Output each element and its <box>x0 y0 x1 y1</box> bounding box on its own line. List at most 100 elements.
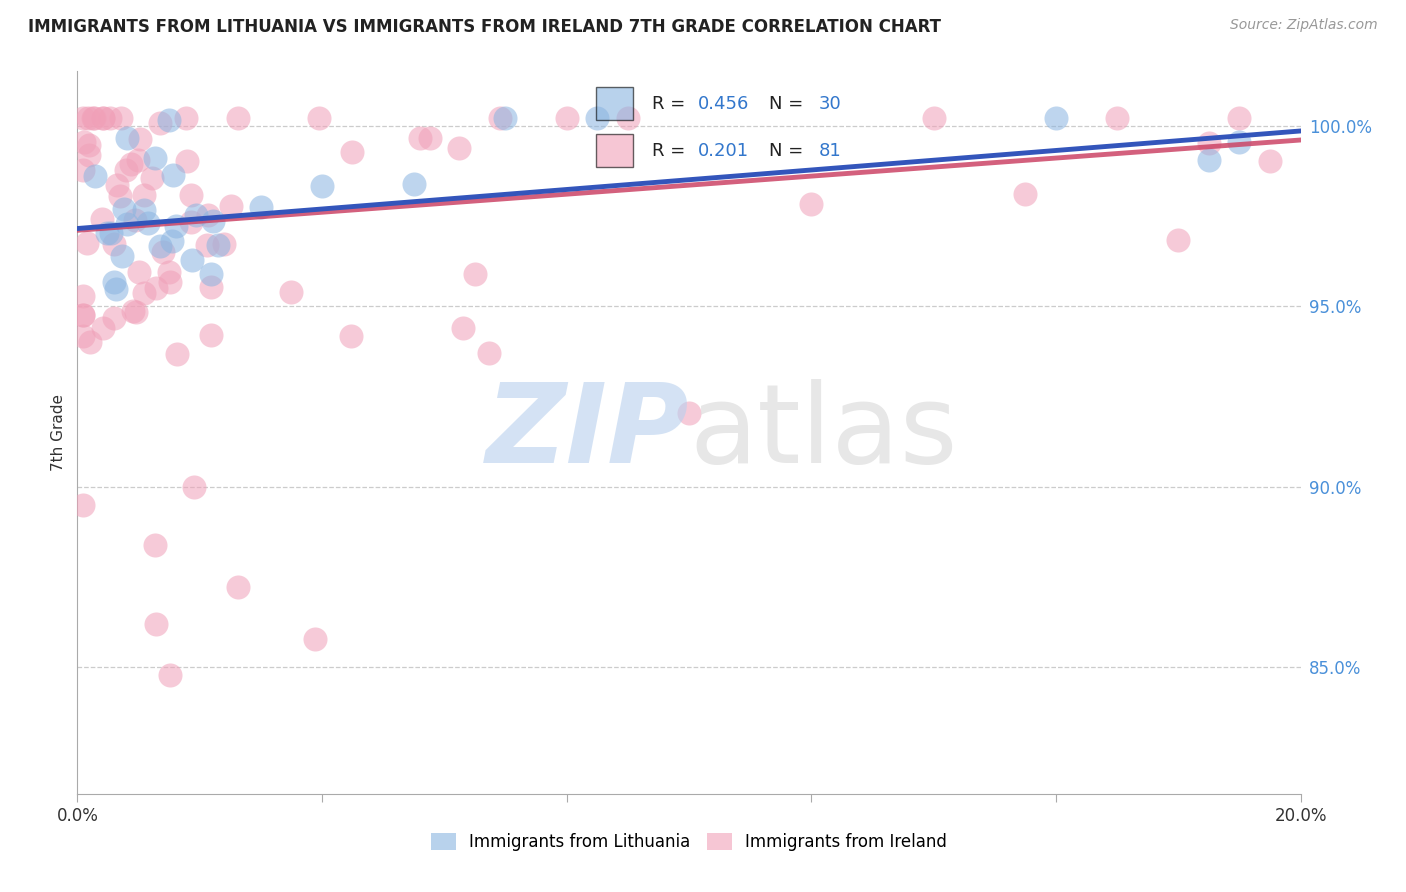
Point <box>308 112 330 126</box>
Point <box>180 253 202 268</box>
Point <box>91 320 114 334</box>
Point <box>180 188 202 202</box>
Point <box>586 112 609 126</box>
Point <box>221 199 243 213</box>
Point <box>114 163 136 178</box>
Point <box>79 138 101 153</box>
Point <box>72 308 94 322</box>
Point <box>143 538 166 552</box>
Text: 0.201: 0.201 <box>697 142 749 160</box>
Point <box>1045 112 1067 126</box>
Point <box>134 187 156 202</box>
Point <box>103 311 125 326</box>
Point <box>145 280 167 294</box>
Point <box>77 148 100 162</box>
Point <box>250 200 273 214</box>
Point <box>201 214 224 228</box>
Point <box>160 234 183 248</box>
Point <box>157 112 180 127</box>
Point <box>100 226 122 240</box>
Point <box>1229 112 1251 126</box>
Point <box>1167 233 1189 247</box>
Text: N =: N = <box>769 95 808 112</box>
Point <box>280 285 302 299</box>
Point <box>447 140 470 154</box>
Point <box>157 265 180 279</box>
Point <box>197 208 219 222</box>
Point <box>103 275 125 289</box>
Point <box>105 178 128 192</box>
Text: R =: R = <box>651 142 690 160</box>
Text: Source: ZipAtlas.com: Source: ZipAtlas.com <box>1230 18 1378 32</box>
Point <box>72 498 94 512</box>
Point <box>120 156 142 170</box>
Point <box>176 154 198 169</box>
Point <box>98 112 121 126</box>
Point <box>103 237 125 252</box>
Point <box>125 305 148 319</box>
Point <box>451 321 474 335</box>
Point <box>90 212 112 227</box>
Point <box>72 289 94 303</box>
Point <box>212 237 235 252</box>
Point <box>340 145 363 160</box>
Point <box>145 617 167 632</box>
Point <box>226 112 249 126</box>
Point <box>678 405 700 419</box>
Point <box>180 215 202 229</box>
FancyBboxPatch shape <box>596 135 633 167</box>
Point <box>129 132 152 146</box>
Point <box>149 116 172 130</box>
Point <box>159 667 181 681</box>
Point <box>134 203 156 218</box>
Point <box>1198 136 1220 151</box>
Point <box>134 285 156 300</box>
Point <box>108 189 131 203</box>
Point <box>72 308 94 322</box>
Point <box>464 267 486 281</box>
Text: 30: 30 <box>818 95 841 112</box>
Point <box>72 329 94 343</box>
Point <box>112 202 135 216</box>
Point <box>84 169 107 183</box>
Point <box>152 244 174 259</box>
Point <box>800 197 823 211</box>
Point <box>200 267 222 281</box>
Point <box>111 249 134 263</box>
Point <box>83 112 105 126</box>
Point <box>1107 112 1129 126</box>
Point <box>136 216 159 230</box>
Point <box>159 275 181 289</box>
Point <box>115 217 138 231</box>
Point <box>419 131 441 145</box>
FancyBboxPatch shape <box>596 87 633 120</box>
Point <box>340 329 363 343</box>
Point <box>127 153 149 167</box>
Point <box>105 282 128 296</box>
Point <box>148 238 170 252</box>
Legend: Immigrants from Lithuania, Immigrants from Ireland: Immigrants from Lithuania, Immigrants fr… <box>425 826 953 858</box>
Point <box>96 226 118 240</box>
Text: atlas: atlas <box>689 379 957 486</box>
Point <box>76 235 98 250</box>
Point <box>91 112 114 126</box>
Point <box>121 304 143 318</box>
Text: N =: N = <box>769 142 808 160</box>
Point <box>1198 153 1220 168</box>
Point <box>226 580 249 594</box>
Text: R =: R = <box>651 95 690 112</box>
Point <box>143 151 166 165</box>
Point <box>166 347 188 361</box>
Point <box>617 112 640 126</box>
Point <box>91 112 114 126</box>
Point <box>162 168 184 182</box>
Text: IMMIGRANTS FROM LITHUANIA VS IMMIGRANTS FROM IRELAND 7TH GRADE CORRELATION CHART: IMMIGRANTS FROM LITHUANIA VS IMMIGRANTS … <box>28 18 941 36</box>
Point <box>79 335 101 350</box>
Point <box>200 328 222 343</box>
Point <box>207 237 229 252</box>
Point <box>922 112 945 126</box>
Point <box>115 130 138 145</box>
Point <box>555 112 578 126</box>
Point <box>488 112 510 126</box>
Point <box>402 177 425 191</box>
